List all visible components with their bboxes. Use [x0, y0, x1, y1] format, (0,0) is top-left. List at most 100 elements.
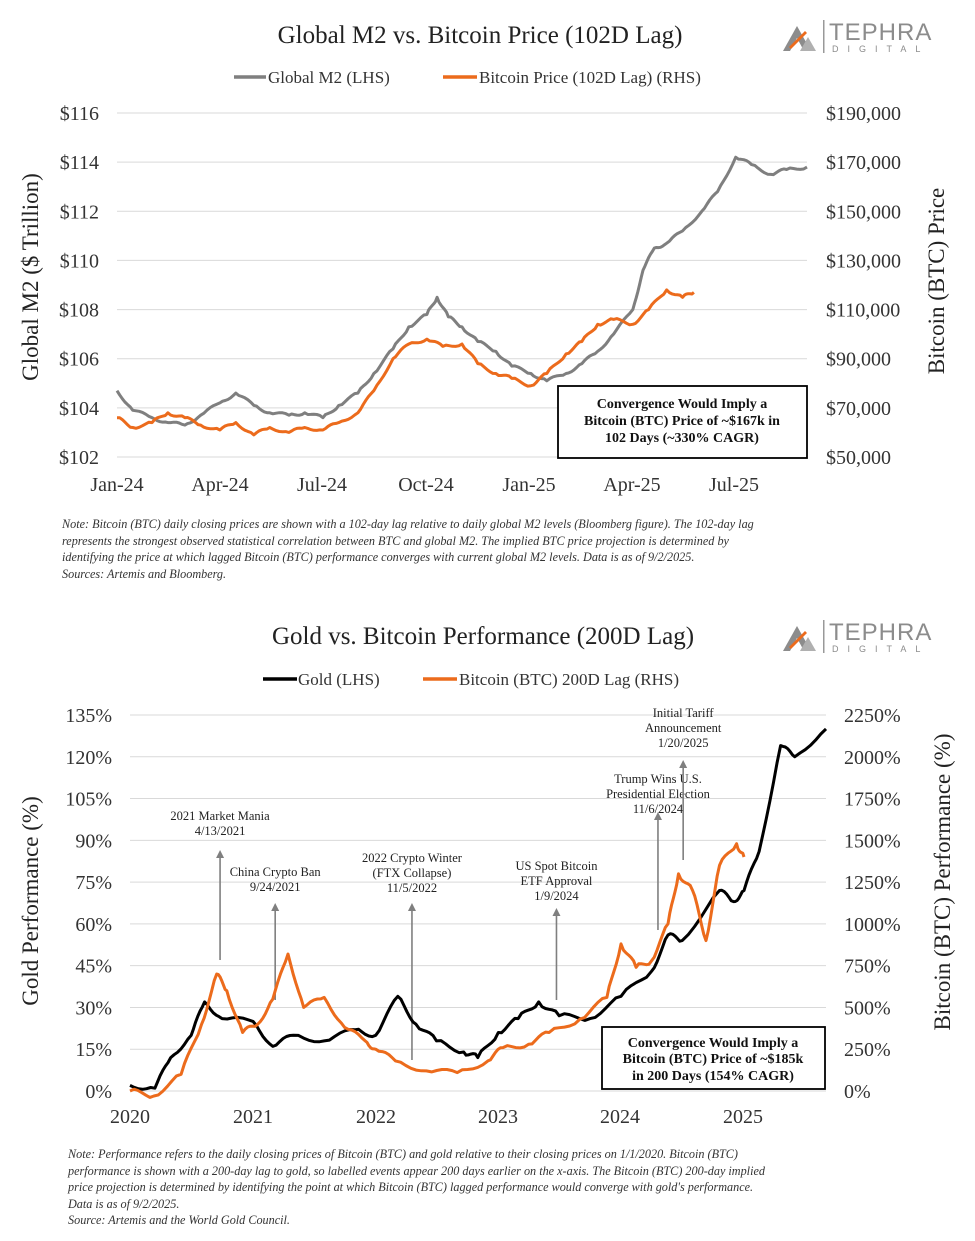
chart2-box-line3: in 200 Days (154% CAGR) — [632, 1069, 794, 1084]
y-tick-label: 60% — [75, 914, 112, 936]
chart1-x-ticks: Jan-24 Apr-24 Jul-24 Oct-24 Jan-25 Apr-25 Jul-… — [90, 474, 759, 496]
chart2-x-ticks: 2020 2021 2022 2023 2024 2025 — [110, 1106, 763, 1128]
event-arrow-head — [679, 760, 688, 768]
series-line-bitcoin-performance — [129, 842, 746, 1099]
y2-tick-label: $130,000 — [826, 250, 901, 272]
chart2-note-line: Source: Artemis and the World Gold Counc… — [68, 1213, 290, 1228]
chart2-ylabel: Gold Performance (%) — [18, 796, 43, 1005]
event-label: Initial Tariff — [653, 706, 715, 720]
event-label: 2022 Crypto Winter — [362, 851, 463, 865]
y-tick-label: $116 — [60, 103, 99, 125]
chart-gold-vs-bitcoin: Gold vs. Bitcoin Performance (200D Lag) … — [18, 619, 955, 1128]
y-tick-label: $112 — [60, 201, 99, 223]
y2-tick-label: $90,000 — [826, 349, 891, 371]
chart2-box-line1: Convergence Would Imply a — [628, 1036, 798, 1051]
event-arrow-head — [653, 812, 662, 820]
event-label: US Spot Bitcoin — [515, 859, 598, 873]
x-tick-label: Jan-25 — [502, 474, 555, 496]
event-label: China Crypto Ban — [230, 865, 322, 879]
y-tick-label: 0% — [85, 1081, 112, 1103]
x-tick-label: 2020 — [110, 1106, 150, 1128]
event-label: Trump Wins U.S. — [614, 772, 702, 786]
chart1-note-line: Sources: Artemis and Bloomberg. — [62, 566, 227, 581]
x-tick-label: 2023 — [478, 1106, 518, 1128]
y2-tick-label: 2250% — [844, 705, 901, 727]
y2-tick-label: 500% — [844, 997, 891, 1019]
event-arrow-head — [216, 850, 225, 858]
y-tick-label: $102 — [59, 447, 99, 469]
chart2-series — [129, 727, 828, 1099]
chart2-right-ticks: 0% 250% 500% 750% 1000% 1250% 1500% 1750% 2000% 2… — [844, 705, 901, 1103]
chart1-note-line: identifying the price at which lagged Bi… — [62, 550, 695, 565]
tephra-logo-icon — [783, 26, 816, 51]
y-tick-label: $110 — [60, 250, 99, 272]
x-tick-label: Apr-24 — [191, 474, 248, 496]
event-label: Announcement — [645, 721, 722, 735]
logo-name: TEPHRA — [829, 619, 932, 646]
event-label: 9/24/2021 — [250, 880, 301, 894]
event-label: 4/13/2021 — [195, 824, 246, 838]
chart2-box-line2: Bitcoin (BTC) Price of ~$185k — [623, 1052, 804, 1067]
event-label: 2021 Market Mania — [170, 809, 270, 823]
chart1-logo: TEPHRA DIGITAL — [783, 19, 931, 54]
y-tick-label: $114 — [60, 152, 99, 174]
y-tick-label: 30% — [75, 997, 112, 1019]
x-tick-label: 2021 — [233, 1106, 273, 1128]
x-tick-label: Jul-24 — [297, 474, 347, 496]
logo-sub: DIGITAL — [832, 644, 929, 654]
series-line-bitcoin-price — [117, 288, 695, 437]
event-label: 11/6/2024 — [633, 802, 684, 816]
chart1-title: Global M2 vs. Bitcoin Price (102D Lag) — [278, 22, 683, 49]
chart2-note-line: Note: Performance refers to the daily cl… — [68, 1147, 738, 1161]
y-tick-label: 75% — [75, 872, 112, 894]
y-tick-label: 90% — [75, 830, 112, 852]
event-label: ETF Approval — [521, 874, 593, 888]
chart2-left-ticks: 0% 15% 30% 45% 60% 75% 90% 105% 120% 135% — [65, 705, 112, 1103]
y-tick-label: $104 — [59, 398, 99, 420]
chart2-note-line: Data is as of 9/2/2025. — [68, 1196, 180, 1211]
chart2-note-line: price projection is determined by identi… — [68, 1180, 754, 1195]
chart2-note-line: performance is shown with a 200-day lag … — [68, 1163, 765, 1178]
event-label: 11/5/2022 — [387, 881, 437, 895]
y-tick-label: $108 — [59, 300, 99, 322]
x-tick-label: Jul-25 — [709, 474, 759, 496]
series-line-gold — [129, 727, 828, 1091]
event-label: Presidential Election — [606, 787, 711, 801]
y2-tick-label: $150,000 — [826, 201, 901, 223]
x-tick-label: 2024 — [600, 1106, 640, 1128]
x-tick-label: 2022 — [356, 1106, 396, 1128]
y2-tick-label: 1750% — [844, 789, 901, 811]
y2-tick-label: 1500% — [844, 830, 901, 852]
chart1-right-ticks: $50,000 $70,000 $90,000 $110,000 $130,000 $15… — [826, 103, 901, 469]
event-arrow-head — [552, 908, 561, 916]
y2-tick-label: $50,000 — [826, 447, 891, 469]
tephra-logo-icon — [783, 626, 816, 651]
chart2-logo: TEPHRA DIGITAL — [783, 619, 932, 654]
legend-label-btc: Bitcoin Price (102D Lag) (RHS) — [479, 68, 701, 87]
chart1-gridlines — [117, 112, 807, 458]
y2-tick-label: 750% — [844, 956, 891, 978]
legend-label-m2: Global M2 (LHS) — [268, 68, 390, 87]
x-tick-label: Oct-24 — [398, 474, 454, 496]
y2-tick-label: $170,000 — [826, 152, 901, 174]
chart1-y2label: Bitcoin (BTC) Price — [924, 188, 949, 375]
y2-tick-label: $70,000 — [826, 398, 891, 420]
chart2-y2label: Bitcoin (BTC) Performance (%) — [930, 734, 955, 1031]
legend-label-gold: Gold (LHS) — [298, 670, 380, 689]
y2-tick-label: 1250% — [844, 872, 901, 894]
chart1-box-line1: Convergence Would Imply a — [597, 397, 767, 412]
chart2-footnote: Note: Performance refers to the daily cl… — [68, 1146, 913, 1229]
event-label: 1/20/2025 — [658, 736, 709, 750]
chart1-box-line2: Bitcoin (BTC) Price of ~$167k in — [584, 414, 780, 429]
chart-m2-vs-bitcoin: Global M2 vs. Bitcoin Price (102D Lag) T… — [18, 19, 949, 496]
event-label: (FTX Collapse) — [373, 866, 452, 880]
event-arrow-head — [271, 903, 280, 911]
x-tick-label: 2025 — [723, 1106, 763, 1128]
y2-tick-label: 1000% — [844, 914, 901, 936]
chart1-convergence-box: Convergence Would Imply a Bitcoin (BTC) … — [557, 385, 808, 459]
y2-tick-label: $190,000 — [826, 103, 901, 125]
chart2-convergence-box: Convergence Would Imply a Bitcoin (BTC) … — [601, 1026, 826, 1090]
y-tick-label: 120% — [65, 747, 112, 769]
logo-sub: DIGITAL — [832, 44, 929, 54]
